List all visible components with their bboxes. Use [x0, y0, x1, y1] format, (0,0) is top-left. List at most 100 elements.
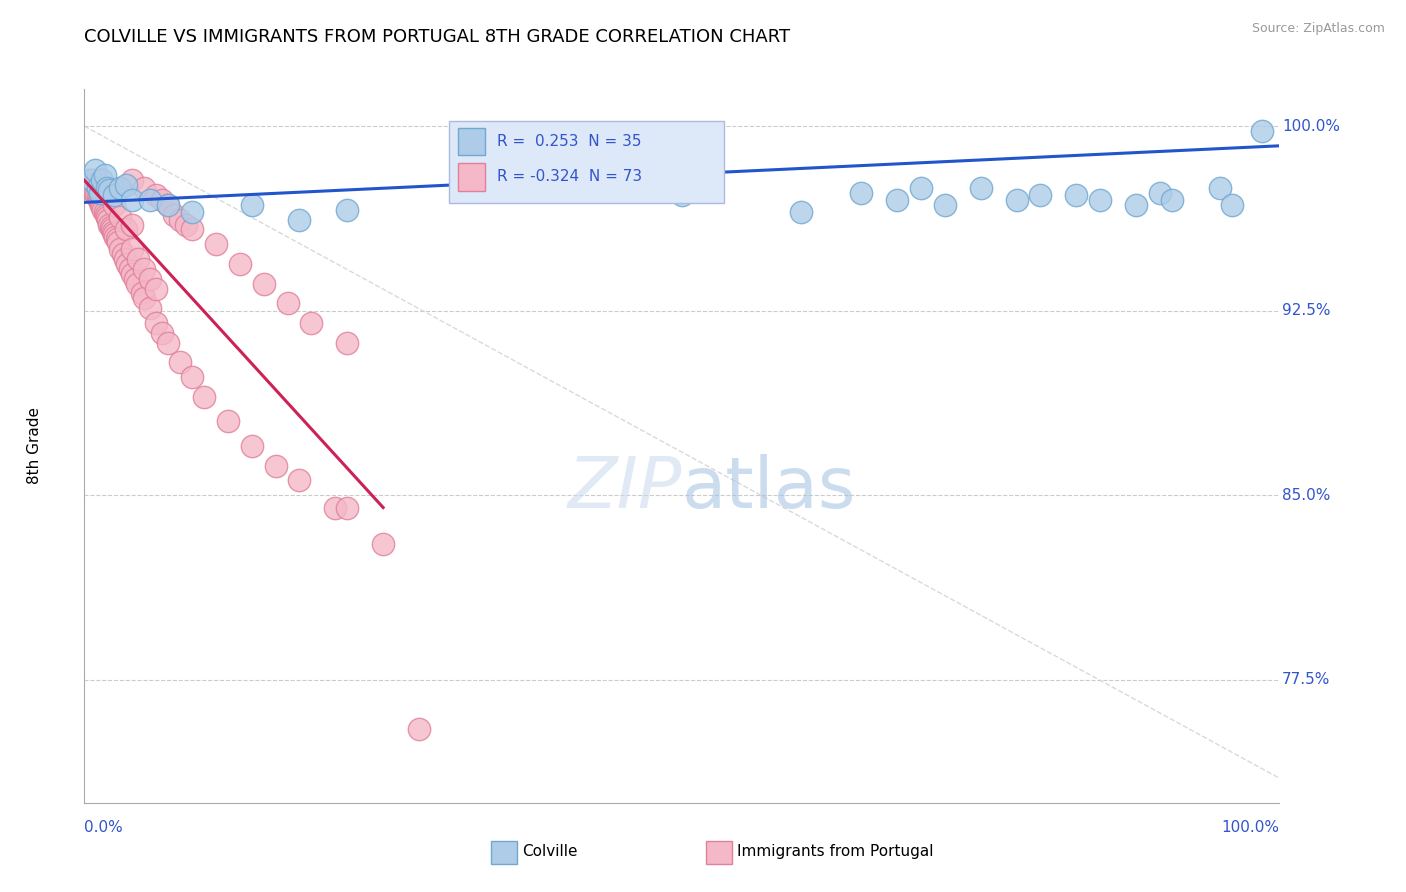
- Text: ZIP: ZIP: [568, 454, 682, 524]
- Point: [1161, 193, 1184, 207]
- Point: [139, 193, 162, 207]
- Point: [1125, 198, 1147, 212]
- Point: [101, 225, 124, 239]
- Point: [336, 335, 359, 350]
- Point: [115, 222, 138, 236]
- Point: [101, 222, 124, 236]
- Point: [103, 198, 125, 212]
- Point: [1209, 180, 1232, 194]
- Point: [96, 180, 118, 194]
- Text: 85.0%: 85.0%: [1282, 488, 1330, 503]
- Point: [77, 173, 100, 187]
- Point: [193, 390, 215, 404]
- Point: [121, 193, 143, 207]
- Point: [145, 316, 167, 330]
- Bar: [706, 841, 733, 864]
- Point: [181, 222, 204, 236]
- Point: [110, 242, 132, 256]
- Point: [97, 212, 120, 227]
- Point: [110, 210, 132, 224]
- Text: Immigrants from Portugal: Immigrants from Portugal: [737, 844, 934, 859]
- Point: [115, 178, 138, 193]
- Point: [205, 237, 228, 252]
- Point: [84, 163, 107, 178]
- Point: [127, 252, 149, 266]
- Point: [86, 188, 108, 202]
- Point: [145, 188, 167, 202]
- Text: atlas: atlas: [682, 454, 856, 524]
- Point: [121, 218, 143, 232]
- Point: [105, 232, 128, 246]
- Point: [253, 277, 276, 291]
- Point: [970, 180, 993, 194]
- Point: [264, 458, 287, 473]
- Point: [125, 277, 148, 291]
- Bar: [491, 841, 517, 864]
- Point: [93, 205, 115, 219]
- Point: [1220, 198, 1243, 212]
- Point: [132, 180, 156, 194]
- Point: [851, 186, 873, 200]
- Point: [229, 257, 252, 271]
- Text: R = -0.324  N = 73: R = -0.324 N = 73: [496, 169, 641, 185]
- Point: [288, 212, 311, 227]
- Point: [89, 195, 111, 210]
- Point: [139, 301, 162, 316]
- Point: [150, 326, 173, 340]
- Point: [1090, 193, 1112, 207]
- Point: [288, 474, 311, 488]
- Point: [103, 188, 125, 202]
- Point: [121, 267, 143, 281]
- Point: [83, 183, 105, 197]
- Point: [1005, 193, 1028, 207]
- Text: 77.5%: 77.5%: [1282, 673, 1330, 687]
- Point: [1029, 188, 1052, 202]
- FancyBboxPatch shape: [449, 121, 724, 203]
- Point: [1250, 124, 1272, 138]
- Point: [157, 198, 180, 212]
- Point: [87, 193, 110, 207]
- Point: [86, 190, 108, 204]
- Point: [181, 370, 204, 384]
- Point: [325, 500, 347, 515]
- Point: [240, 198, 263, 212]
- Point: [240, 439, 263, 453]
- Point: [373, 537, 395, 551]
- Point: [121, 173, 143, 187]
- Point: [124, 271, 146, 285]
- Point: [934, 198, 956, 212]
- Point: [118, 261, 141, 276]
- Text: 100.0%: 100.0%: [1282, 119, 1340, 134]
- Point: [910, 180, 932, 194]
- Point: [336, 202, 359, 217]
- Point: [301, 316, 323, 330]
- Point: [100, 219, 122, 234]
- Point: [98, 183, 121, 197]
- Text: Source: ZipAtlas.com: Source: ZipAtlas.com: [1251, 22, 1385, 36]
- Point: [132, 261, 156, 276]
- Point: [157, 198, 180, 212]
- Point: [132, 291, 156, 305]
- Point: [145, 281, 167, 295]
- Point: [150, 193, 173, 207]
- Point: [139, 271, 162, 285]
- Point: [1066, 188, 1088, 202]
- Bar: [458, 163, 485, 191]
- Point: [277, 296, 299, 310]
- Point: [1149, 186, 1171, 200]
- Point: [86, 180, 108, 194]
- Point: [671, 188, 693, 202]
- Point: [98, 218, 121, 232]
- Point: [94, 208, 117, 222]
- Point: [163, 208, 186, 222]
- Point: [91, 173, 114, 187]
- Point: [91, 200, 114, 214]
- Point: [90, 198, 112, 212]
- Point: [181, 205, 204, 219]
- Point: [174, 218, 197, 232]
- Point: [886, 193, 908, 207]
- Point: [111, 247, 134, 261]
- Point: [114, 252, 136, 266]
- Text: 92.5%: 92.5%: [1282, 303, 1330, 318]
- Point: [93, 169, 115, 183]
